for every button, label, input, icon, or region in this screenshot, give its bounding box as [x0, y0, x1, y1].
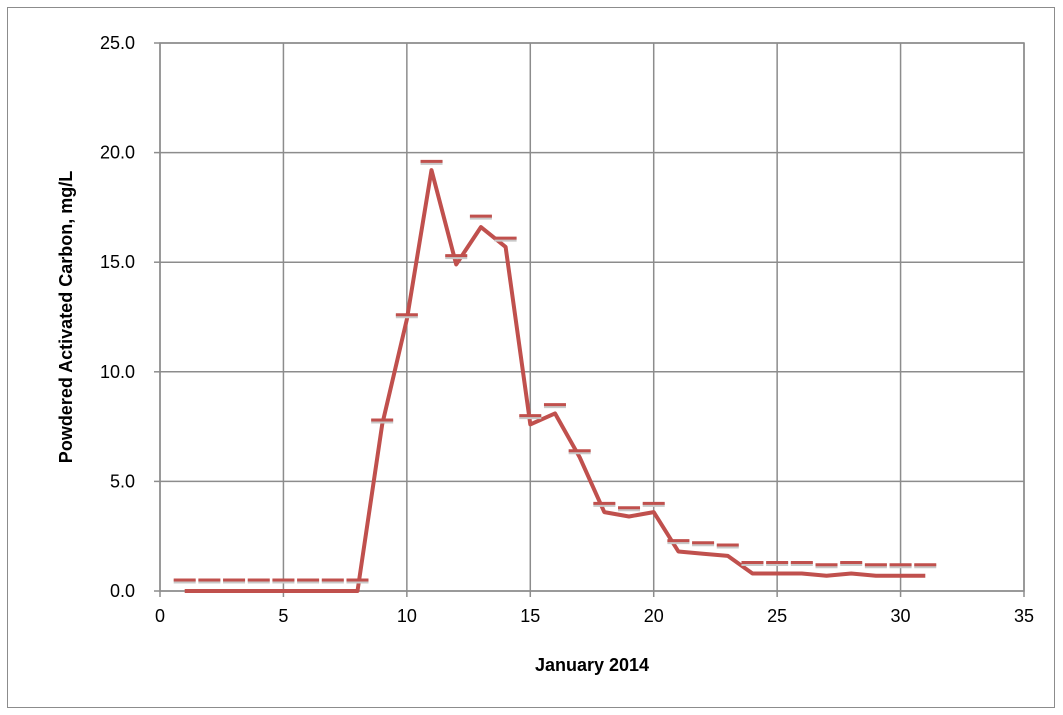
pac-dose-line [185, 170, 926, 591]
gridlines [160, 43, 1024, 591]
x-tick-label: 35 [1014, 606, 1034, 626]
x-tick-label: 0 [155, 606, 165, 626]
x-tick-label: 10 [397, 606, 417, 626]
y-tick-label: 5.0 [110, 471, 135, 491]
plot-area-border [160, 43, 1024, 591]
y-tick-label: 20.0 [100, 143, 135, 163]
y-tick-label: 10.0 [100, 362, 135, 382]
x-axis-title: January 2014 [535, 655, 649, 675]
y-axis-ticks: 0.0 5.0 10.0 15.0 20.0 25.0 [100, 33, 160, 601]
y-tick-label: 15.0 [100, 252, 135, 272]
y-tick-label: 25.0 [100, 33, 135, 53]
x-tick-label: 25 [767, 606, 787, 626]
series-group [174, 161, 937, 591]
x-tick-label: 15 [520, 606, 540, 626]
x-axis-ticks: 0 5 10 15 20 25 30 35 [155, 591, 1034, 626]
y-axis-title: Powdered Activated Carbon, mg/L [56, 171, 76, 463]
y-tick-label: 0.0 [110, 581, 135, 601]
x-tick-label: 5 [278, 606, 288, 626]
x-tick-label: 30 [891, 606, 911, 626]
x-tick-label: 20 [644, 606, 664, 626]
